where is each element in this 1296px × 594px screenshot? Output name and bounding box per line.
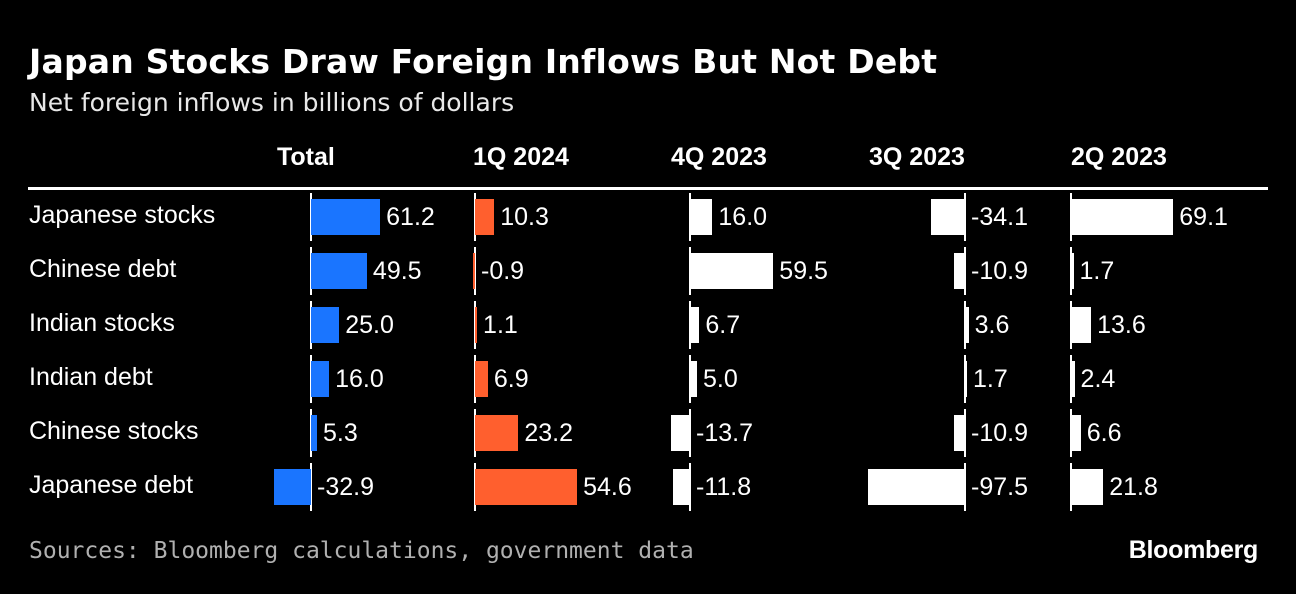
value-label: 5.0 bbox=[703, 365, 738, 393]
value-label: -10.9 bbox=[971, 257, 1028, 285]
value-label: -34.1 bbox=[971, 203, 1028, 231]
bar bbox=[473, 253, 475, 289]
column-header: 4Q 2023 bbox=[671, 143, 767, 171]
bloomberg-logo: Bloomberg bbox=[1128, 536, 1259, 564]
bar bbox=[867, 469, 965, 505]
column-header: 2Q 2023 bbox=[1071, 143, 1167, 171]
value-label: 6.9 bbox=[493, 365, 529, 393]
bar bbox=[690, 361, 697, 397]
value-label: 16.0 bbox=[335, 365, 384, 393]
bar bbox=[954, 415, 965, 451]
value-label: 2.4 bbox=[1080, 365, 1116, 393]
row-label: Indian stocks bbox=[29, 309, 175, 337]
bar bbox=[930, 199, 965, 235]
value-label: -11.8 bbox=[696, 473, 752, 501]
value-label: 59.5 bbox=[779, 257, 828, 285]
bar bbox=[475, 469, 578, 505]
value-label: 3.6 bbox=[974, 311, 1010, 339]
value-label: 61.2 bbox=[386, 203, 435, 231]
value-label: 25.0 bbox=[345, 311, 394, 339]
bar bbox=[311, 361, 330, 397]
bar bbox=[690, 253, 774, 289]
zero-axis bbox=[689, 409, 691, 457]
value-label: 69.1 bbox=[1179, 203, 1228, 231]
value-label: 16.0 bbox=[718, 203, 768, 231]
zero-axis bbox=[964, 193, 966, 241]
value-label: -10.9 bbox=[971, 419, 1028, 447]
bar bbox=[311, 199, 381, 235]
bar bbox=[690, 199, 713, 235]
bar bbox=[475, 199, 495, 235]
value-label: 6.7 bbox=[705, 311, 741, 339]
value-label: -32.9 bbox=[317, 473, 374, 501]
value-label: -13.7 bbox=[696, 419, 753, 447]
row-label: Indian debt bbox=[29, 363, 153, 391]
value-label: 6.6 bbox=[1086, 419, 1122, 447]
row-label: Japanese debt bbox=[29, 471, 194, 499]
bar bbox=[1071, 469, 1104, 505]
bar bbox=[475, 415, 519, 451]
source-note: Sources: Bloomberg calculations, governm… bbox=[29, 538, 694, 564]
zero-axis bbox=[310, 463, 312, 511]
row-label: Chinese debt bbox=[29, 255, 177, 283]
value-label: -97.5 bbox=[971, 473, 1028, 501]
bar bbox=[1071, 199, 1174, 235]
bar bbox=[965, 307, 969, 343]
bar bbox=[965, 361, 967, 397]
value-label: 1.1 bbox=[483, 311, 518, 339]
column-header: 3Q 2023 bbox=[869, 143, 965, 171]
zero-axis bbox=[964, 247, 966, 295]
column-header: Total bbox=[277, 143, 335, 171]
bar bbox=[1071, 361, 1075, 397]
value-label: 13.6 bbox=[1097, 311, 1146, 339]
value-label: 10.3 bbox=[500, 203, 549, 231]
bar bbox=[475, 307, 478, 343]
chart-subtitle: Net foreign inflows in billions of dolla… bbox=[29, 88, 515, 117]
bar bbox=[1071, 415, 1081, 451]
bar bbox=[690, 307, 700, 343]
header-rule bbox=[28, 187, 1268, 190]
value-label: 21.8 bbox=[1109, 473, 1158, 501]
value-label: 54.6 bbox=[583, 473, 632, 501]
zero-axis bbox=[964, 409, 966, 457]
column-header: 1Q 2024 bbox=[473, 143, 569, 171]
zero-axis bbox=[474, 247, 476, 295]
chart-title: Japan Stocks Draw Foreign Inflows But No… bbox=[29, 42, 938, 81]
bar bbox=[1071, 307, 1092, 343]
bar bbox=[670, 415, 690, 451]
value-label: 49.5 bbox=[372, 257, 422, 285]
bar bbox=[475, 361, 488, 397]
bar bbox=[311, 307, 340, 343]
zero-axis bbox=[689, 463, 691, 511]
value-label: 5.3 bbox=[322, 419, 358, 447]
bar bbox=[1071, 253, 1074, 289]
value-label: 23.2 bbox=[524, 419, 574, 447]
row-label: Chinese stocks bbox=[29, 417, 199, 445]
bar bbox=[311, 253, 367, 289]
value-label: 1.7 bbox=[973, 365, 1008, 393]
bar bbox=[673, 469, 690, 505]
value-label: -0.9 bbox=[481, 257, 525, 285]
bar bbox=[311, 415, 317, 451]
value-label: 1.7 bbox=[1079, 257, 1115, 285]
bar bbox=[273, 469, 311, 505]
row-label: Japanese stocks bbox=[29, 201, 216, 229]
zero-axis bbox=[964, 463, 966, 511]
bar bbox=[954, 253, 965, 289]
